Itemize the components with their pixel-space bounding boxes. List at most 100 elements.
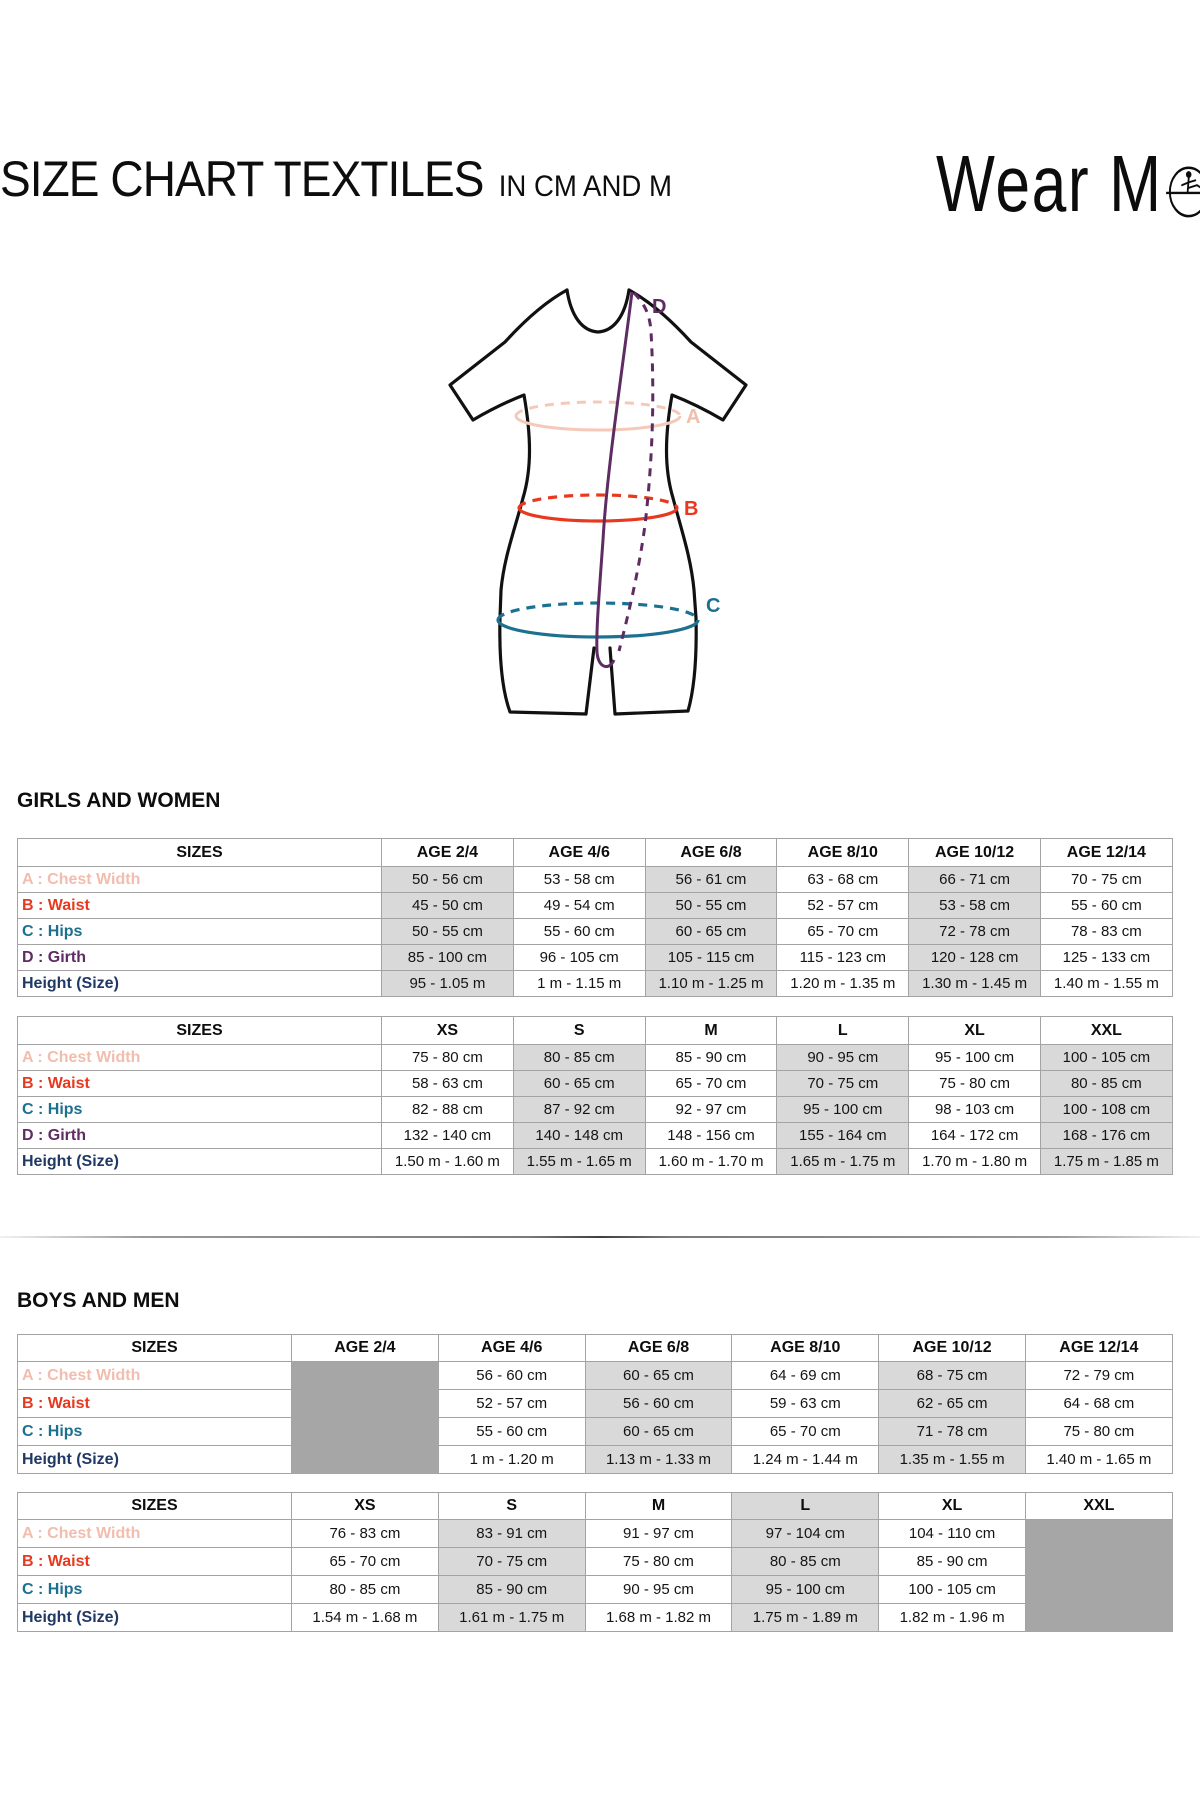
size-value-cell: 80 - 85 cm — [512, 1044, 646, 1071]
size-value-cell: 60 - 65 cm — [644, 918, 778, 945]
size-value-cell: 56 - 60 cm — [584, 1389, 733, 1418]
size-value-cell: 1.10 m - 1.25 m — [644, 970, 778, 997]
size-value-cell: 80 - 85 cm — [731, 1547, 880, 1576]
size-value-cell: 120 - 128 cm — [908, 944, 1041, 971]
size-value-cell: 85 - 100 cm — [381, 944, 514, 971]
size-value-cell: 76 - 83 cm — [291, 1519, 439, 1548]
size-table: SIZES AGE 2/4 AGE 4/6 AGE 6/8 AGE 8/10 AGE 10… — [17, 1334, 1173, 1474]
table-row: D : Girth 132 - 140 cm 140 - 148 cm 148 - 1… — [17, 1122, 1173, 1149]
table-row: Height (Size) 1.50 m - 1.60 m 1.55 m - 1.6… — [17, 1148, 1173, 1175]
size-value-cell: 70 - 75 cm — [776, 1070, 910, 1097]
size-value-cell: 95 - 100 cm — [908, 1044, 1041, 1071]
size-value-cell: 60 - 65 cm — [584, 1417, 733, 1446]
size-value-cell: 64 - 69 cm — [731, 1361, 880, 1390]
size-value-cell: 140 - 148 cm — [512, 1122, 646, 1149]
size-value-cell: 50 - 56 cm — [381, 866, 514, 893]
size-value-cell: 1.40 m - 1.65 m — [1024, 1445, 1173, 1474]
no-size-block-cell — [1024, 1603, 1173, 1632]
size-column-header: M — [584, 1492, 733, 1520]
size-value-cell: 90 - 95 cm — [584, 1575, 733, 1604]
size-value-cell: 115 - 123 cm — [776, 944, 910, 971]
row-label: D : Girth — [17, 944, 382, 971]
sizes-column-header: SIZES — [17, 838, 382, 867]
sizes-column-header: SIZES — [17, 1016, 382, 1045]
size-column-header: AGE 6/8 — [584, 1334, 733, 1362]
table-row: B : Waist 65 - 70 cm 70 - 75 cm 75 - 80 cm 8… — [17, 1547, 1173, 1576]
table-row: A : Chest Width 75 - 80 cm 80 - 85 cm 85 - … — [17, 1044, 1173, 1071]
size-value-cell: 62 - 65 cm — [878, 1389, 1026, 1418]
size-column-header: XXL — [1024, 1492, 1173, 1520]
size-value-cell: 1.55 m - 1.65 m — [512, 1148, 646, 1175]
boys-men-age-table: SIZES AGE 2/4 AGE 4/6 AGE 6/8 AGE 8/10 AGE 10… — [17, 1334, 1173, 1474]
row-label: C : Hips — [17, 1417, 292, 1446]
size-value-cell: 70 - 75 cm — [437, 1547, 586, 1576]
label-c: C — [706, 595, 720, 617]
size-value-cell: 132 - 140 cm — [381, 1122, 514, 1149]
label-a: A — [686, 406, 700, 428]
size-value-cell: 85 - 90 cm — [878, 1547, 1026, 1576]
size-value-cell: 1.68 m - 1.82 m — [584, 1603, 733, 1632]
row-label: C : Hips — [17, 1096, 382, 1123]
row-label: C : Hips — [17, 1575, 292, 1604]
size-value-cell: 168 - 176 cm — [1039, 1122, 1173, 1149]
size-table: SIZES XS S M L XL XXL A : Chest Width 75 - 80 cm… — [17, 1016, 1173, 1175]
row-label: A : Chest Width — [17, 866, 382, 893]
size-value-cell: 1.13 m - 1.33 m — [584, 1445, 733, 1474]
size-value-cell: 1.54 m - 1.68 m — [291, 1603, 439, 1632]
size-value-cell: 59 - 63 cm — [731, 1389, 880, 1418]
size-value-cell: 75 - 80 cm — [584, 1547, 733, 1576]
size-value-cell: 72 - 79 cm — [1024, 1361, 1173, 1390]
size-value-cell: 55 - 60 cm — [1039, 892, 1173, 919]
row-label: B : Waist — [17, 1070, 382, 1097]
section-divider — [0, 1236, 1200, 1238]
brand-logo-text-left: Wear M — [936, 139, 1163, 228]
size-value-cell: 100 - 105 cm — [1039, 1044, 1173, 1071]
size-value-cell: 56 - 61 cm — [644, 866, 778, 893]
no-size-block-cell — [291, 1389, 439, 1418]
size-value-cell: 100 - 108 cm — [1039, 1096, 1173, 1123]
no-size-block-cell — [1024, 1519, 1173, 1548]
size-value-cell: 53 - 58 cm — [908, 892, 1041, 919]
size-value-cell: 91 - 97 cm — [584, 1519, 733, 1548]
size-column-header: AGE 2/4 — [381, 838, 514, 867]
waist-measure-ellipse — [517, 493, 679, 523]
row-label: B : Waist — [17, 1547, 292, 1576]
table-row: A : Chest Width 76 - 83 cm 83 - 91 cm 91 - … — [17, 1519, 1173, 1548]
size-value-cell: 1.30 m - 1.45 m — [908, 970, 1041, 997]
sizes-column-header: SIZES — [17, 1334, 292, 1362]
label-d: D — [652, 296, 666, 318]
size-value-cell: 56 - 60 cm — [437, 1361, 586, 1390]
brand-logo: Wear M i — [936, 138, 1200, 230]
size-value-cell: 52 - 57 cm — [437, 1389, 586, 1418]
size-value-cell: 148 - 156 cm — [644, 1122, 778, 1149]
size-value-cell: 104 - 110 cm — [878, 1519, 1026, 1548]
size-value-cell: 45 - 50 cm — [381, 892, 514, 919]
size-column-header: XL — [878, 1492, 1026, 1520]
table-row: Height (Size) 1.54 m - 1.68 m 1.61 m - 1.7… — [17, 1603, 1173, 1632]
row-label: Height (Size) — [17, 970, 382, 997]
row-label: A : Chest Width — [17, 1361, 292, 1390]
size-value-cell: 49 - 54 cm — [512, 892, 646, 919]
size-value-cell: 70 - 75 cm — [1039, 866, 1173, 893]
size-value-cell: 87 - 92 cm — [512, 1096, 646, 1123]
row-label: A : Chest Width — [17, 1519, 292, 1548]
size-value-cell: 55 - 60 cm — [437, 1417, 586, 1446]
size-column-header: XS — [381, 1016, 514, 1045]
no-size-block-cell — [1024, 1547, 1173, 1576]
size-value-cell: 85 - 90 cm — [437, 1575, 586, 1604]
size-value-cell: 125 - 133 cm — [1039, 944, 1173, 971]
size-table: SIZES AGE 2/4 AGE 4/6 AGE 6/8 AGE 8/10 AGE 10… — [17, 838, 1173, 997]
size-value-cell: 97 - 104 cm — [731, 1519, 880, 1548]
table-row: C : Hips 82 - 88 cm 87 - 92 cm 92 - 97 cm 95… — [17, 1096, 1173, 1123]
page-title-text: SIZE CHART TEXTILES — [0, 151, 484, 207]
table-row: A : Chest Width 56 - 60 cm 60 - 65 cm 64 - … — [17, 1361, 1173, 1390]
size-value-cell: 65 - 70 cm — [291, 1547, 439, 1576]
table-row: A : Chest Width 50 - 56 cm 53 - 58 cm 56 - … — [17, 866, 1173, 893]
size-value-cell: 1 m - 1.15 m — [512, 970, 646, 997]
size-column-header: AGE 12/14 — [1024, 1334, 1173, 1362]
sizes-column-header: SIZES — [17, 1492, 292, 1520]
size-column-header: AGE 4/6 — [437, 1334, 586, 1362]
no-size-block-cell — [291, 1417, 439, 1446]
